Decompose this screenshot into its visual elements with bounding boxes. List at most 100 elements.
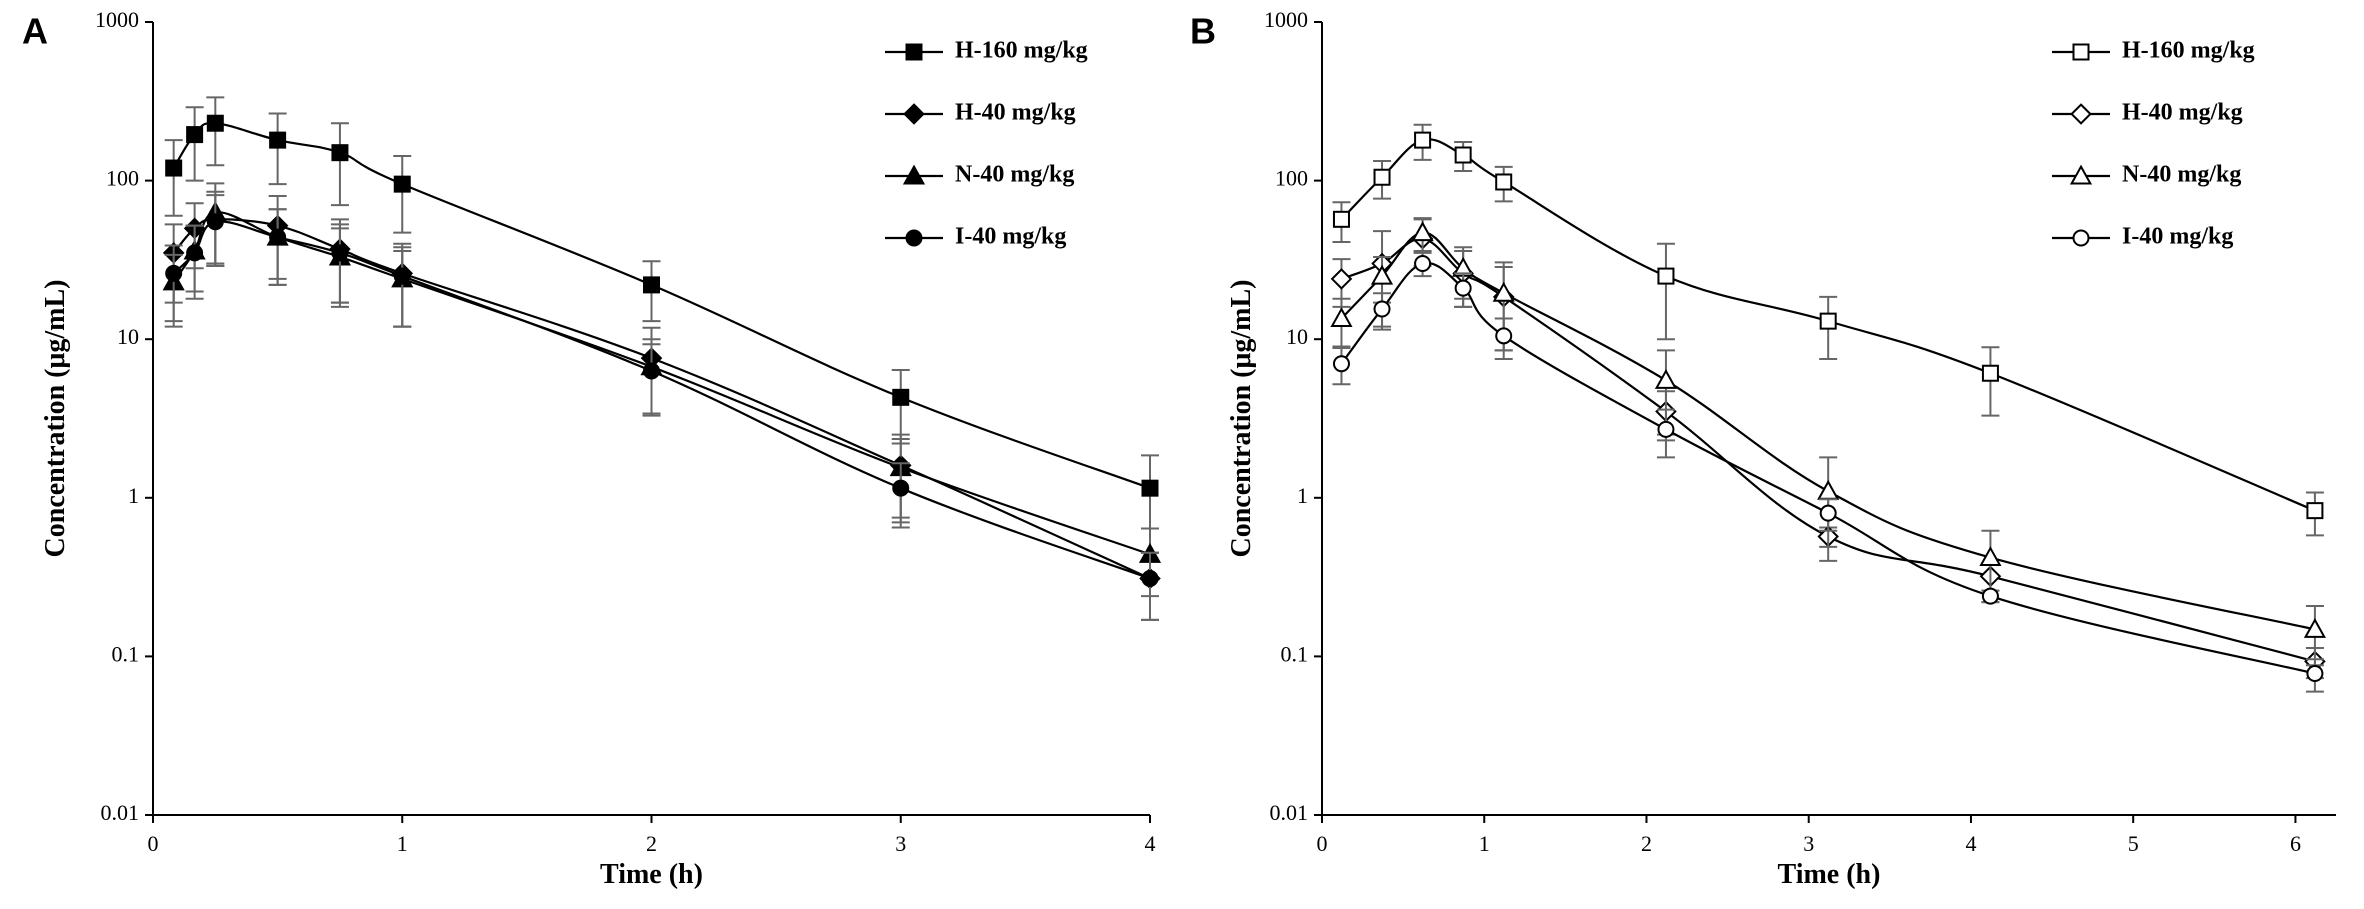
legend-item-h-160-mg-kg: H-160 mg/kg bbox=[2052, 38, 2255, 64]
data-point bbox=[643, 276, 660, 294]
data-point bbox=[186, 244, 204, 262]
data-point bbox=[1657, 267, 1675, 285]
data-point bbox=[186, 126, 204, 144]
data-point bbox=[1657, 420, 1675, 438]
legend-label: N-40 mg/kg bbox=[2122, 162, 2241, 188]
y-tick-label: 0.1 bbox=[112, 641, 140, 666]
data-point bbox=[1332, 355, 1350, 373]
legend-label: H-40 mg/kg bbox=[2122, 100, 2243, 126]
data-point bbox=[1414, 255, 1432, 273]
legend-marker bbox=[2070, 103, 2092, 125]
data-point bbox=[2306, 502, 2324, 520]
legend-marker bbox=[902, 164, 926, 185]
x-tick-label: 3 bbox=[895, 831, 906, 856]
data-point bbox=[1979, 546, 2002, 567]
data-point bbox=[331, 244, 349, 262]
data-point bbox=[1373, 300, 1391, 318]
y-tick-label: 100 bbox=[1275, 166, 1308, 191]
legend-marker bbox=[2072, 43, 2090, 61]
x-tick-label: 1 bbox=[397, 831, 408, 856]
y-tick-label: 1 bbox=[128, 483, 139, 508]
data-point bbox=[165, 159, 183, 177]
data-point bbox=[892, 479, 910, 497]
legend-label: I-40 mg/kg bbox=[2122, 224, 2233, 250]
series-i-40-mg-kg bbox=[164, 194, 1159, 621]
x-tick-label: 2 bbox=[1641, 831, 1652, 856]
data-point bbox=[1981, 587, 1999, 605]
data-point bbox=[1370, 264, 1394, 285]
data-point bbox=[1819, 504, 1837, 522]
y-tick-label: 1000 bbox=[1264, 7, 1308, 32]
legend-item-h-40-mg-kg: H-40 mg/kg bbox=[2052, 100, 2243, 126]
x-tick-label: 3 bbox=[1803, 831, 1814, 856]
legend-marker bbox=[2072, 229, 2090, 247]
data-point bbox=[1454, 279, 1472, 297]
legend: H-160 mg/kg H-40 mg/kg N-40 mg/kg I-40 mg/k… bbox=[2052, 38, 2255, 250]
data-point bbox=[1373, 168, 1391, 186]
x-tick-label: 1 bbox=[1479, 831, 1490, 856]
data-point bbox=[1819, 312, 1837, 330]
x-tick-label: 0 bbox=[1317, 831, 1328, 856]
data-point bbox=[1330, 307, 1353, 328]
data-point bbox=[1332, 210, 1350, 228]
legend-marker bbox=[905, 229, 923, 247]
legend-item-h-160-mg-kg: H-160 mg/kg bbox=[885, 38, 1088, 64]
y-tick-label: 10 bbox=[117, 324, 139, 349]
data-point bbox=[1454, 146, 1472, 164]
data-point bbox=[1654, 368, 1678, 389]
data-point bbox=[269, 131, 287, 149]
y-tick-label: 0.01 bbox=[101, 800, 140, 825]
data-point bbox=[206, 114, 224, 132]
series-h-160-mg-kg bbox=[164, 96, 1159, 554]
legend-label: H-40 mg/kg bbox=[955, 100, 1076, 126]
series-line bbox=[1340, 261, 2316, 675]
data-point bbox=[1141, 569, 1159, 587]
x-tick-label: 6 bbox=[2290, 831, 2301, 856]
data-point bbox=[1414, 131, 1432, 149]
y-tick-label: 100 bbox=[106, 166, 139, 191]
data-point bbox=[393, 267, 411, 285]
data-point bbox=[206, 213, 224, 231]
legend-item-i-40-mg-kg: I-40 mg/kg bbox=[885, 224, 1066, 250]
data-point bbox=[1981, 364, 1999, 382]
series-i-40-mg-kg bbox=[1332, 251, 2324, 693]
data-point bbox=[1492, 281, 1515, 302]
legend-marker bbox=[905, 43, 923, 61]
panel-label: B bbox=[1190, 11, 1216, 52]
x-tick-label: 4 bbox=[1145, 831, 1156, 856]
data-point bbox=[1330, 268, 1353, 290]
data-point bbox=[269, 228, 287, 246]
legend-item-h-40-mg-kg: H-40 mg/kg bbox=[885, 100, 1076, 126]
series-h-160-mg-kg bbox=[1332, 123, 2324, 537]
y-axis-title: Concentration (μg/mL) bbox=[40, 280, 71, 558]
panel-b: B 0.01 0.1 1 10 100 1000 0 1 2 3 4 5 6 Time (h) Concent… bbox=[1190, 7, 2336, 890]
y-tick-label: 0.01 bbox=[1270, 800, 1309, 825]
legend-marker bbox=[2069, 164, 2093, 185]
y-axis-title: Concentration (μg/mL) bbox=[1226, 280, 1257, 558]
data-point bbox=[165, 264, 183, 282]
data-point bbox=[643, 362, 660, 380]
y-tick-label: 1000 bbox=[95, 7, 139, 32]
data-point bbox=[331, 144, 349, 162]
x-axis-title: Time (h) bbox=[1778, 859, 1881, 890]
y-tick-label: 10 bbox=[1286, 324, 1308, 349]
data-point bbox=[892, 388, 910, 406]
legend-label: I-40 mg/kg bbox=[955, 224, 1066, 250]
legend-label: H-160 mg/kg bbox=[2122, 38, 2255, 64]
panel-label: A bbox=[22, 11, 48, 52]
data-point bbox=[393, 175, 411, 193]
legend: H-160 mg/kg H-40 mg/kg N-40 mg/kg I-40 mg/k… bbox=[885, 38, 1088, 250]
data-point bbox=[2306, 665, 2324, 683]
y-tick-label: 1 bbox=[1297, 483, 1308, 508]
data-point bbox=[2303, 617, 2326, 638]
x-tick-label: 4 bbox=[1965, 831, 1976, 856]
y-tick-label: 0.1 bbox=[1281, 641, 1309, 666]
x-tick-label: 5 bbox=[2128, 831, 2139, 856]
legend-item-n-40-mg-kg: N-40 mg/kg bbox=[885, 162, 1074, 188]
legend-marker bbox=[903, 103, 925, 125]
x-axis-title: Time (h) bbox=[600, 859, 703, 890]
legend-item-n-40-mg-kg: N-40 mg/kg bbox=[2052, 162, 2241, 188]
data-point bbox=[1141, 479, 1159, 497]
